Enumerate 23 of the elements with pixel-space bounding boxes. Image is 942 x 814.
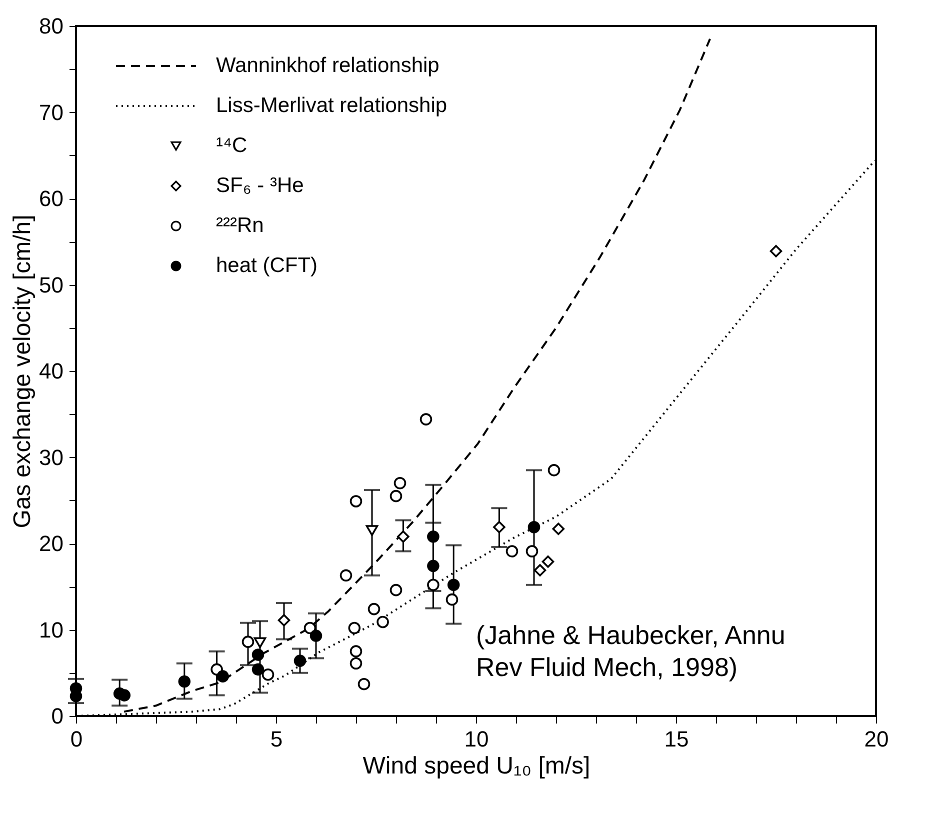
x-axis-title: Wind speed U₁₀ [m/s] — [362, 752, 590, 780]
y-tick-label: 70 — [39, 100, 64, 125]
y-tick-label: 30 — [39, 444, 64, 470]
legend-label: heat (CFT) — [216, 254, 318, 277]
x-tick-label: 15 — [664, 726, 689, 752]
legend-label: Liss-Merlivat relationship — [216, 94, 448, 117]
legend-label: ¹⁴C — [216, 134, 248, 157]
y-axis-title: Gas exchange velocity [cm/h] — [9, 214, 36, 528]
x-tick-label: 20 — [864, 726, 889, 752]
y-tick-label: 0 — [51, 704, 64, 728]
x-tick-label: 5 — [270, 726, 283, 752]
annotation: (Jahne & Haubecker, Annu Rev Fluid Mech, 1998) — [476, 620, 786, 682]
y-tick-label: 50 — [39, 272, 64, 298]
y-tick-label: 80 — [39, 14, 64, 38]
x-tick-label: 10 — [464, 726, 489, 752]
legend-label: Wanninkhof relationship — [216, 54, 440, 77]
legend-label: ²²²Rn — [216, 214, 264, 237]
y-tick-label: 10 — [39, 617, 64, 642]
y-tick-label: 20 — [39, 531, 64, 556]
y-tick-label: 60 — [39, 186, 64, 211]
x-tick-label: 0 — [70, 726, 83, 752]
y-tick-label: 40 — [39, 358, 64, 384]
legend-label: SF₆ - ³He — [216, 174, 304, 197]
